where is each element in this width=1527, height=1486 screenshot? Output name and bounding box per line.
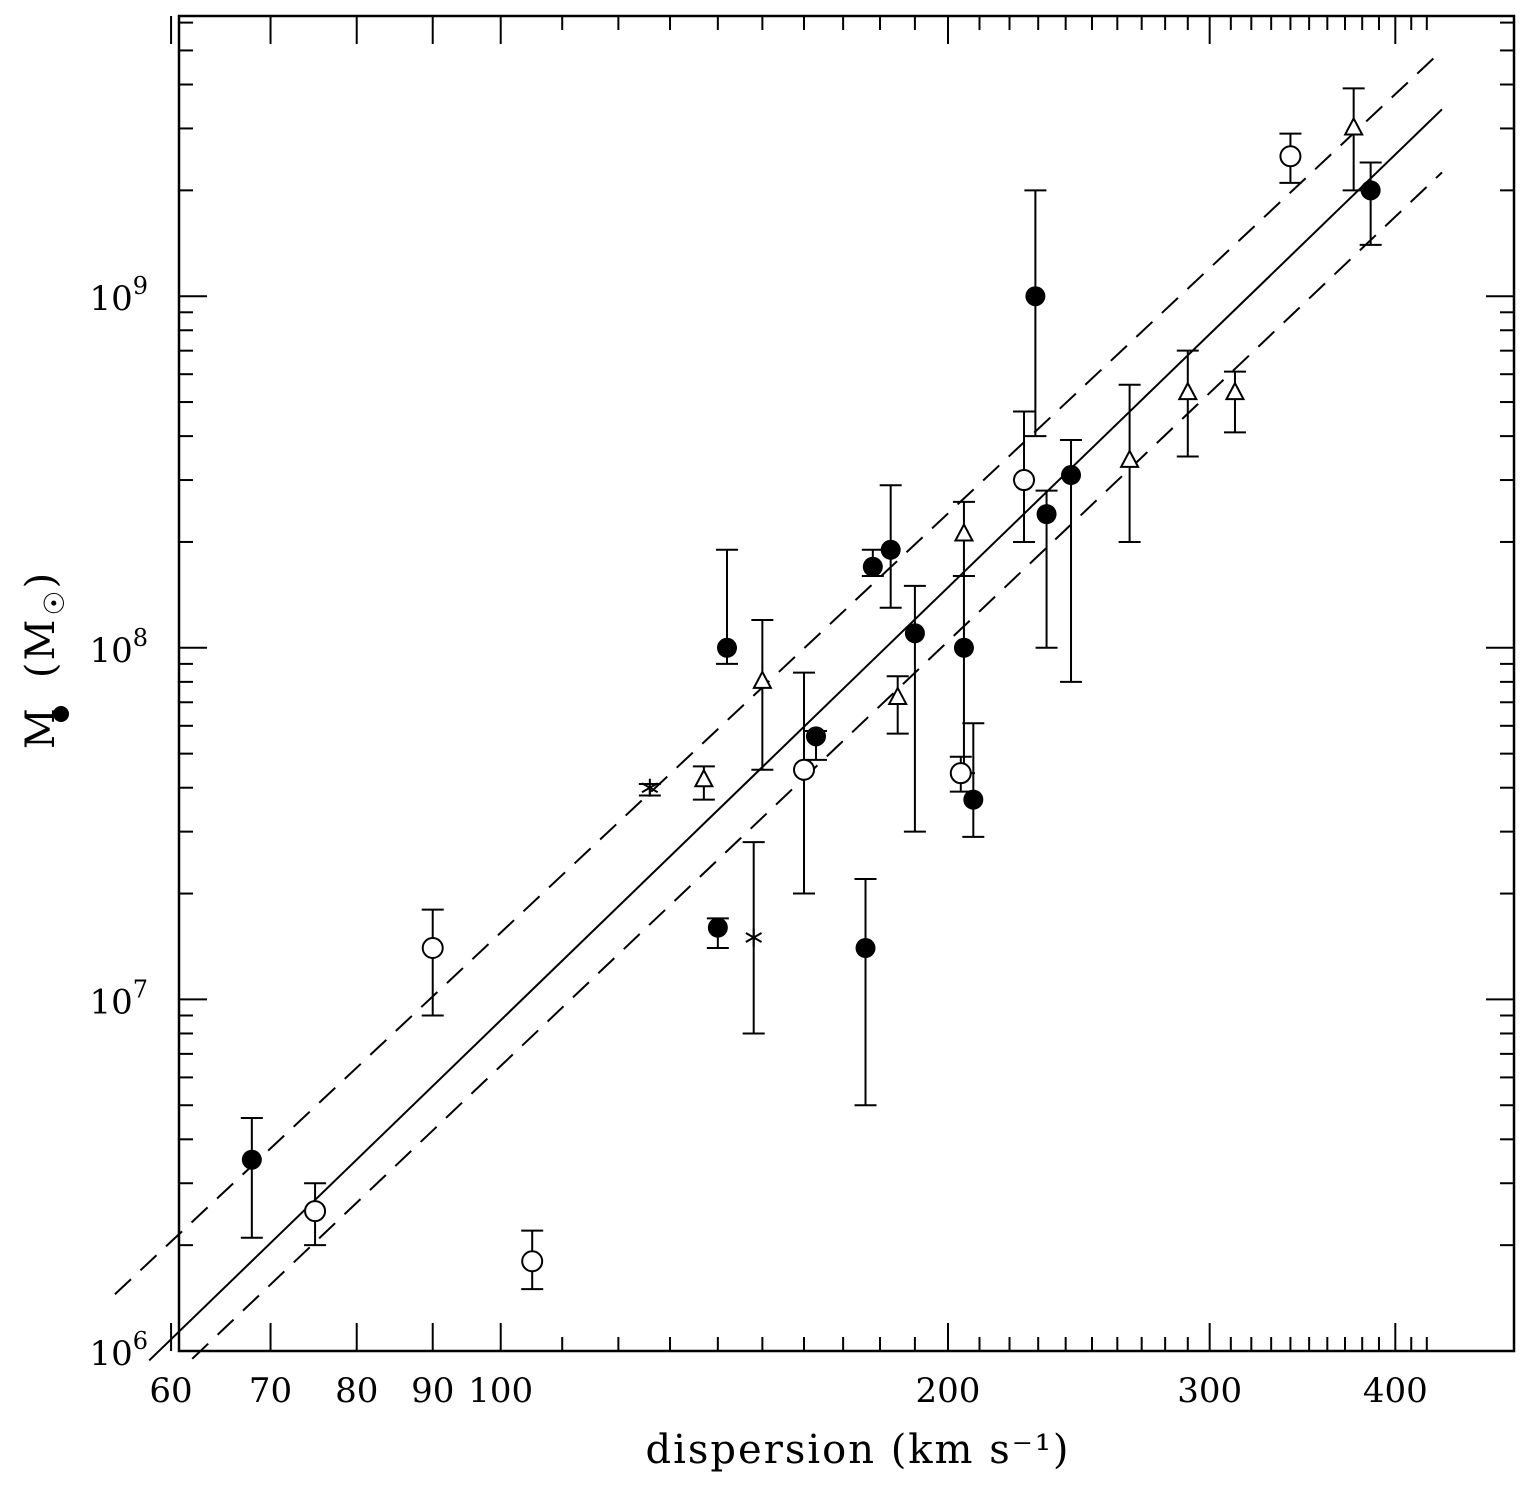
marker-open-circle (949, 762, 972, 785)
fit-line-solid (148, 108, 1443, 1362)
marker-filled-circle (904, 623, 925, 644)
x-tick-label: 400 (1363, 1371, 1428, 1411)
data-point-filled-circle (861, 548, 884, 578)
data-point-open-triangle (1342, 87, 1365, 192)
data-points (240, 87, 1382, 1291)
marker-filled-circle (1061, 465, 1082, 486)
marker-asterisk (641, 778, 659, 797)
marker-open-circle (793, 758, 816, 781)
data-point-open-circle (793, 671, 816, 895)
fit-lines (114, 49, 1443, 1362)
marker-filled-circle (805, 726, 826, 747)
marker-filled-circle (953, 637, 974, 658)
data-point-open-circle (521, 1229, 544, 1291)
marker-open-circle (1013, 469, 1036, 492)
marker-open-triangle (1177, 381, 1198, 401)
marker-open-triangle (693, 768, 715, 788)
marker-filled-circle (1036, 504, 1057, 525)
marker-filled-circle (1025, 286, 1046, 307)
data-point-filled-circle (903, 584, 926, 833)
x-tick-label: 80 (335, 1371, 378, 1411)
data-point-filled-circle (1024, 189, 1047, 438)
axis-ticks (170, 16, 1514, 1352)
marker-filled-circle (855, 938, 876, 959)
y-tick-label: 109 (89, 272, 148, 319)
marker-filled-circle (880, 539, 901, 560)
x-tick-labels: 60 70 80 90 100 200 300 400 (149, 1371, 1427, 1411)
data-point-open-circle (949, 755, 972, 793)
data-point-open-triangle (692, 765, 715, 801)
data-point-filled-circle (240, 1116, 263, 1239)
y-tick-label: 108 (89, 624, 148, 671)
data-point-open-triangle (886, 675, 909, 735)
y-axis-label-close: ) (18, 571, 64, 589)
x-tick-label: 90 (411, 1371, 454, 1411)
fit-line-dashed (191, 171, 1443, 1360)
data-point-filled-circle (962, 722, 985, 838)
marker-open-circle (421, 937, 444, 960)
marker-filled-circle (862, 556, 883, 577)
data-point-filled-circle (715, 548, 738, 665)
y-axis-label: M(M☉) (18, 571, 71, 749)
marker-open-triangle (887, 685, 908, 705)
data-point-filled-circle (706, 917, 729, 950)
data-point-open-circle (421, 908, 444, 1017)
svg-text:M(M☉): M(M☉) (18, 571, 71, 749)
marker-filled-circle (1360, 180, 1381, 201)
data-point-open-triangle (1118, 383, 1141, 543)
y-axis-label-unit: (M (18, 618, 64, 679)
marker-open-triangle (1343, 116, 1364, 136)
marker-open-triangle (752, 669, 773, 689)
data-point-open-triangle (1223, 370, 1246, 434)
data-point-filled-circle (804, 726, 827, 761)
marker-filled-circle (707, 917, 728, 938)
data-point-filled-circle (1060, 438, 1083, 683)
x-tick-label: 70 (249, 1371, 292, 1411)
y-tick-labels: 106 107 108 109 (89, 272, 148, 1374)
x-tick-label: 300 (1177, 1371, 1242, 1411)
plot-frame (177, 14, 1516, 1353)
marker-filled-circle (963, 789, 984, 810)
y-tick-label: 106 (89, 1327, 148, 1374)
fit-line-dashed (114, 49, 1443, 1295)
data-point-open-circle (1013, 410, 1036, 543)
data-point-filled-circle (1359, 161, 1382, 246)
data-point-open-triangle (1176, 349, 1199, 458)
marker-open-triangle (1119, 448, 1140, 468)
marker-filled-circle (716, 637, 737, 658)
black-hole-symbol-icon (53, 706, 69, 722)
marker-open-circle (304, 1200, 327, 1223)
data-point-open-triangle (952, 500, 975, 578)
marker-open-circle (1279, 145, 1302, 168)
marker-open-triangle (953, 522, 975, 542)
data-point-filled-circle (1035, 489, 1058, 649)
data-point-filled-circle (952, 575, 975, 775)
data-point-filled-circle (854, 878, 877, 1107)
marker-filled-circle (241, 1149, 262, 1170)
marker-asterisk (745, 928, 763, 947)
data-point-asterisk (638, 778, 661, 797)
x-axis-label: dispersion (km s⁻¹) (646, 1427, 1071, 1473)
data-point-open-triangle (751, 618, 774, 771)
data-point-open-circle (1279, 132, 1302, 184)
x-tick-label: 60 (149, 1371, 192, 1411)
x-tick-label: 200 (916, 1371, 981, 1411)
marker-open-circle (521, 1250, 544, 1273)
data-point-asterisk (742, 841, 765, 1035)
marker-open-triangle (1224, 381, 1246, 401)
data-point-open-circle (304, 1182, 327, 1247)
x-tick-label: 100 (468, 1371, 533, 1411)
data-point-filled-circle (879, 484, 902, 609)
y-tick-label: 107 (89, 975, 148, 1022)
